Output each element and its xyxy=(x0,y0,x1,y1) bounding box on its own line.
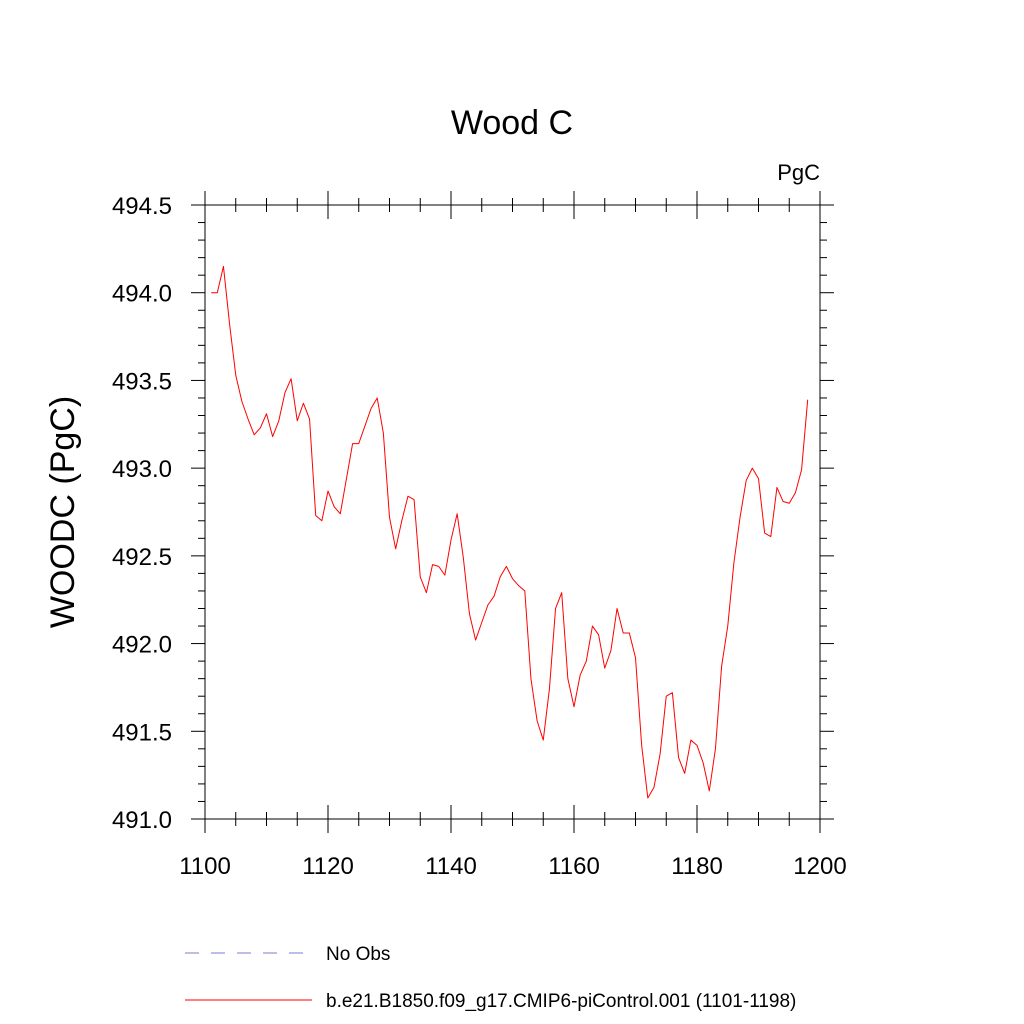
x-tick-label: 1140 xyxy=(425,853,477,880)
x-tick-label: 1100 xyxy=(179,853,231,880)
y-axis-label: WOODC (PgC) xyxy=(44,396,82,628)
x-tick-label: 1120 xyxy=(302,853,354,880)
axis-ticks xyxy=(191,191,834,833)
y-tick-label: 493.5 xyxy=(112,368,172,395)
units-label: PgC xyxy=(777,160,820,185)
y-tick-label: 492.0 xyxy=(112,632,172,659)
tick-labels: 1100 1120 1140 1160 1180 1200 491.0 491.5 492.0 4… xyxy=(112,193,847,880)
legend: No Obs b.e21.B1850.f09_g17.CMIP6-piContr… xyxy=(185,944,796,1012)
chart-title: Wood C xyxy=(451,104,573,142)
x-tick-label: 1200 xyxy=(793,853,846,880)
series-layer xyxy=(211,265,809,799)
x-tick-label: 1180 xyxy=(671,853,723,880)
legend-label-no-obs: No Obs xyxy=(326,944,390,965)
y-tick-label: 494.5 xyxy=(112,193,172,220)
y-tick-label: 493.0 xyxy=(112,456,172,483)
series-line xyxy=(211,265,809,799)
y-tick-label: 491.0 xyxy=(112,807,172,834)
y-tick-label: 494.0 xyxy=(112,281,172,308)
legend-label-control: b.e21.B1850.f09_g17.CMIP6-piControl.001 … xyxy=(326,991,796,1012)
x-tick-label: 1160 xyxy=(548,853,600,880)
y-tick-label: 491.5 xyxy=(112,719,172,746)
plot-frame xyxy=(204,204,821,820)
y-tick-label: 492.5 xyxy=(112,544,172,571)
